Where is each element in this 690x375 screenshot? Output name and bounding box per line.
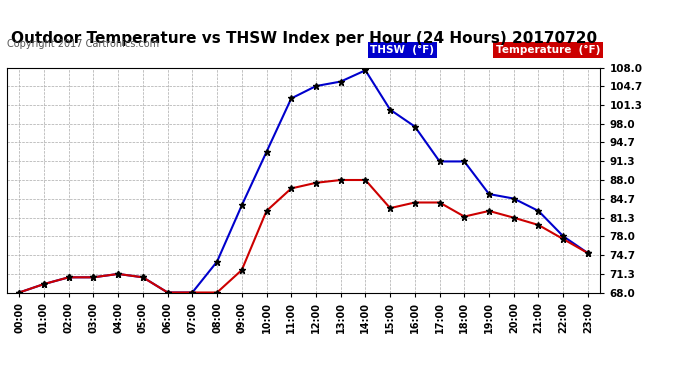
Text: Copyright 2017 Cartronics.com: Copyright 2017 Cartronics.com xyxy=(7,39,159,50)
Text: Temperature  (°F): Temperature (°F) xyxy=(496,45,600,55)
Text: THSW  (°F): THSW (°F) xyxy=(370,45,434,55)
Title: Outdoor Temperature vs THSW Index per Hour (24 Hours) 20170720: Outdoor Temperature vs THSW Index per Ho… xyxy=(10,30,597,45)
